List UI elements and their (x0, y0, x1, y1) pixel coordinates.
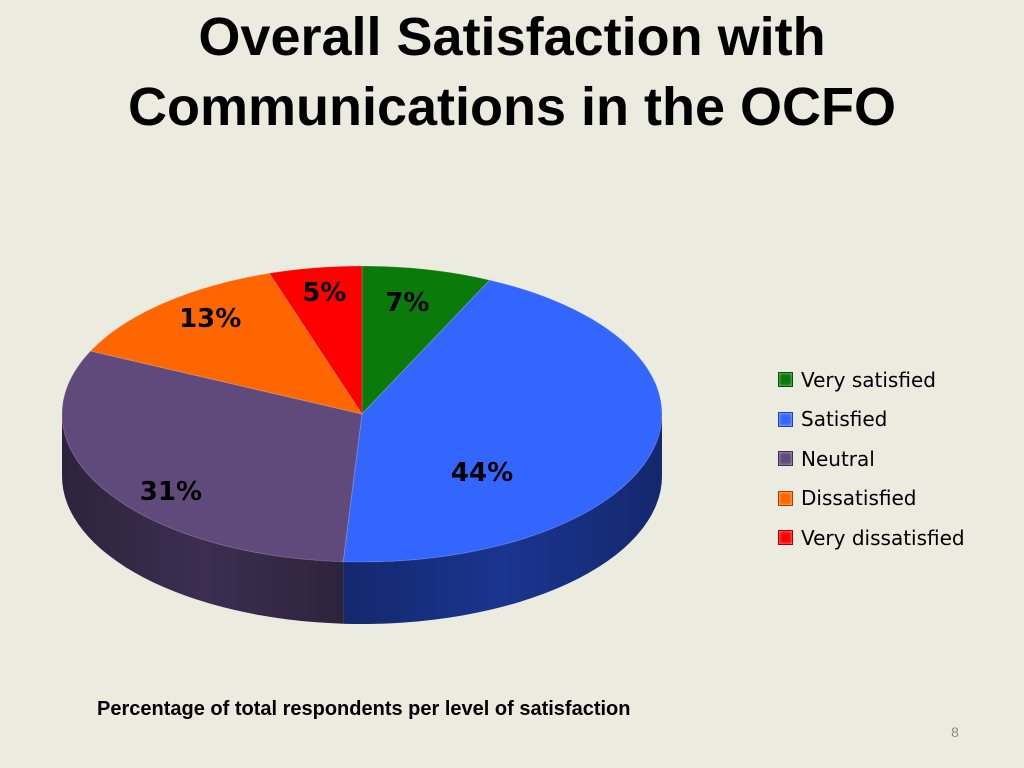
data-label-neutral: 31% (140, 477, 202, 507)
slide-title-line-1: Overall Satisfaction with (198, 7, 826, 67)
legend-label: Neutral (801, 446, 875, 471)
pie-slice-very-satisfied (361, 265, 491, 416)
data-label-very-satisfied: 7% (385, 288, 429, 318)
pie-side-shade (62, 414, 344, 624)
legend-label: Dissatisfied (801, 486, 917, 511)
pie-slice-dissatisfied (89, 272, 364, 415)
legend-item-dissatisfied: Dissatisfied (778, 479, 1008, 519)
slide-title: Overall Satisfaction with Communications… (0, 2, 1024, 142)
data-label-satisfied: 44% (451, 458, 513, 488)
legend-item-very-satisfied: Very satisfied (778, 360, 1008, 400)
legend-label: Very dissatisfied (801, 525, 965, 550)
legend-item-very-dissatisfied: Very dissatisfied (778, 518, 1008, 558)
pie-slice-satisfied (342, 279, 663, 563)
pie-slices (61, 265, 663, 563)
legend-item-satisfied: Satisfied (778, 400, 1008, 440)
data-label-dissatisfied: 13% (179, 304, 241, 334)
pie-data-labels: 7% 44% 31% 13% 5% (140, 278, 513, 507)
data-label-very-dissatisfied: 5% (302, 278, 346, 308)
legend-swatch (778, 451, 793, 467)
legend-swatch (778, 411, 793, 427)
legend-item-neutral: Neutral (778, 439, 1008, 479)
chart-legend: Very satisfied Satisfied Neutral Dissati… (778, 360, 1008, 558)
slide-title-line-2: Communications in the OCFO (127, 77, 897, 137)
legend-swatch (778, 490, 793, 506)
legend-swatch (778, 372, 793, 388)
legend-label: Satisfied (801, 407, 888, 432)
slide-number: 8 (951, 724, 959, 740)
pie-slice-neutral (61, 350, 363, 563)
chart-caption: Percentage of total respondents per leve… (97, 698, 631, 720)
pie-side-walls (62, 414, 662, 624)
pie-side-shade (343, 414, 662, 624)
legend-label: Very satisfied (801, 367, 936, 392)
legend-swatch (778, 530, 793, 546)
pie-slice-very-dissatisfied (268, 265, 363, 416)
